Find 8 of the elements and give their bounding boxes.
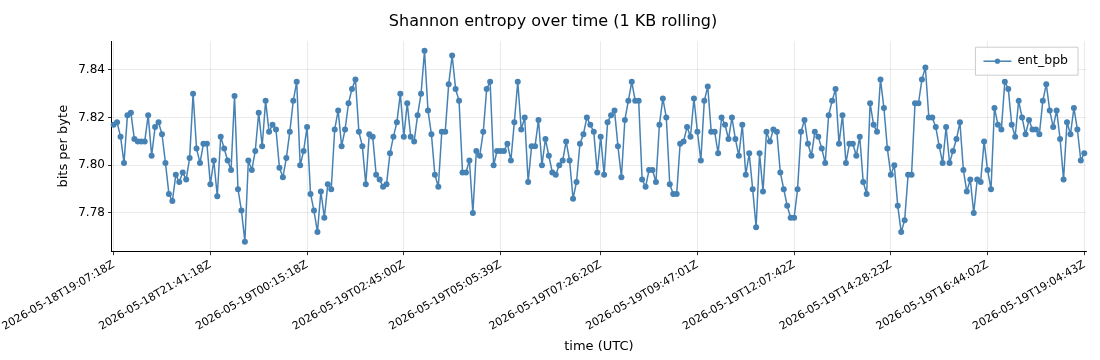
legend-label: ent_bpb [1017, 52, 1069, 68]
y-tick-label: 7.78 [78, 205, 105, 220]
y-tick-label: 7.84 [78, 61, 105, 76]
y-tick-label: 7.82 [78, 109, 105, 124]
x-axis-title: time (UTC) [564, 337, 634, 353]
y-axis-title: bits per byte [54, 104, 70, 188]
y-tick-label: 7.80 [78, 157, 105, 172]
chart-title: Shannon entropy over time (1 KB rolling) [388, 10, 718, 30]
